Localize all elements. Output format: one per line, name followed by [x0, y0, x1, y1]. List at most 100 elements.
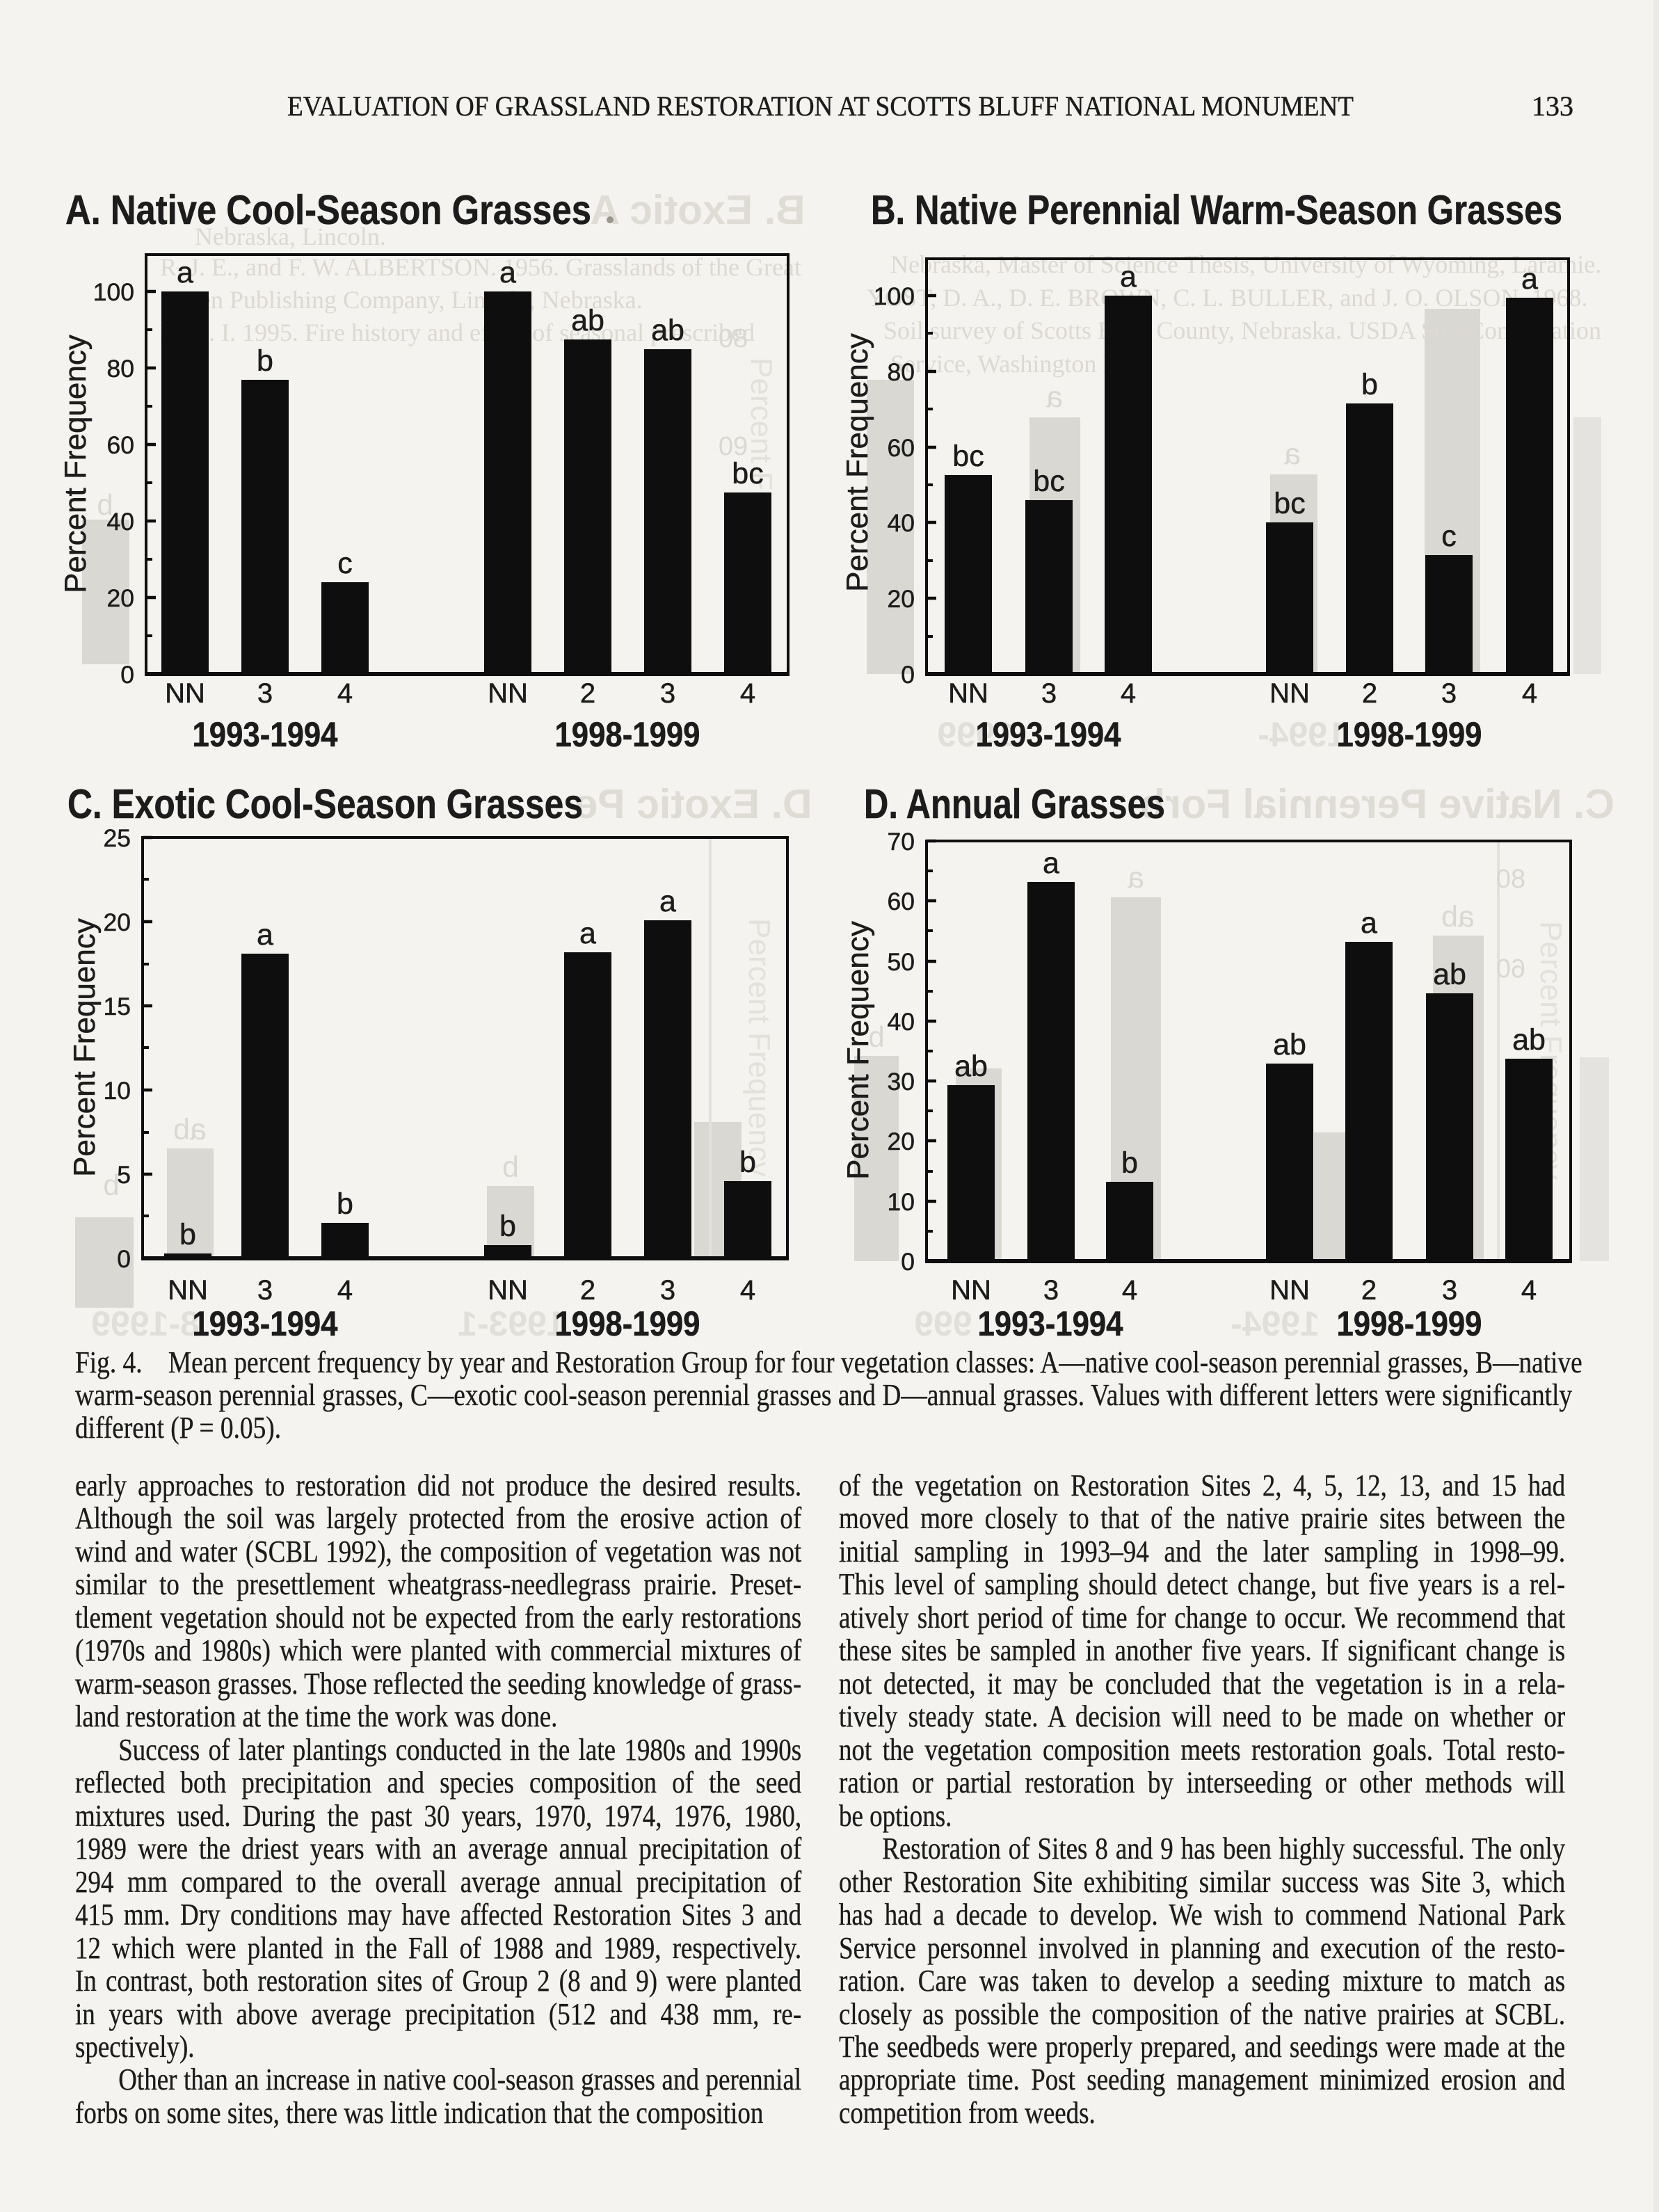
svg-text:133: 133 — [1532, 90, 1573, 122]
svg-text:b: b — [179, 1218, 196, 1251]
svg-text:A. Native Cool-Season Grasses: A. Native Cool-Season Grasses — [65, 187, 591, 233]
svg-text:10: 10 — [104, 1077, 131, 1105]
svg-text:0: 0 — [120, 661, 134, 689]
svg-text:1998-1999: 1998-1999 — [555, 1304, 700, 1343]
svg-text:1993-1994: 1993-1994 — [978, 1304, 1123, 1343]
svg-text:nsen Publishing Company, Linco: nsen Publishing Company, Lincoln, Nebras… — [177, 286, 643, 314]
svg-text:4: 4 — [1122, 1275, 1137, 1306]
svg-text:b: b — [1361, 368, 1378, 401]
svg-text:3: 3 — [1043, 1275, 1059, 1306]
svg-text:3: 3 — [257, 1275, 273, 1306]
svg-text:a: a — [1284, 438, 1301, 471]
svg-text:a: a — [499, 256, 516, 289]
svg-text:0: 0 — [117, 1245, 131, 1273]
svg-text:a: a — [177, 256, 193, 289]
svg-text:1998-1999: 1998-1999 — [1337, 715, 1482, 754]
svg-text:bc: bc — [952, 440, 984, 473]
svg-text:NN: NN — [488, 678, 528, 709]
svg-text:bc: bc — [1033, 465, 1064, 498]
svg-text:ab: ab — [954, 1050, 988, 1083]
svg-text:YOST, D. A., D. E. BROWN, C. L: YOST, D. A., D. E. BROWN, C. L. BULLER, … — [867, 284, 1587, 312]
svg-text:4: 4 — [740, 1275, 755, 1306]
svg-text:1993-1994: 1993-1994 — [193, 715, 338, 754]
svg-text:Percent Frequency: Percent Frequency — [840, 333, 874, 592]
svg-text:20: 20 — [104, 908, 131, 936]
svg-text:Percent Frequency: Percent Frequency — [742, 918, 776, 1177]
svg-text:25: 25 — [104, 824, 131, 852]
svg-text:R. J. E., and F. W. ALBERTSON.: R. J. E., and F. W. ALBERTSON. 1956. Gra… — [160, 253, 801, 281]
svg-text:60: 60 — [888, 434, 915, 462]
svg-text:1999: 1999 — [937, 715, 1014, 754]
svg-text:20: 20 — [107, 584, 135, 612]
svg-text:b: b — [1121, 1146, 1138, 1180]
svg-text:100: 100 — [93, 278, 134, 306]
svg-text:40: 40 — [107, 508, 135, 536]
svg-text:4: 4 — [1522, 678, 1537, 709]
svg-text:09: 09 — [719, 432, 748, 461]
svg-text:20: 20 — [888, 585, 915, 613]
svg-text:ab: ab — [1512, 1023, 1546, 1057]
svg-text:4: 4 — [337, 678, 353, 709]
svg-text:b: b — [257, 344, 273, 378]
svg-text:bc: bc — [1274, 487, 1305, 520]
svg-text:2: 2 — [1362, 678, 1377, 709]
svg-text:NN: NN — [168, 1275, 208, 1306]
svg-text:D. K. I. 1995. Fire history an: D. K. I. 1995. Fire history and effect o… — [160, 319, 755, 346]
svg-text:C. Native Perennial Forb: C. Native Perennial Forb — [1140, 781, 1614, 827]
svg-text:ab: ab — [571, 304, 604, 337]
svg-text:b: b — [499, 1210, 516, 1243]
svg-text:30: 30 — [888, 1068, 915, 1096]
svg-text:EVALUATION OF GRASSLAND RESTOR: EVALUATION OF GRASSLAND RESTORATION AT S… — [287, 90, 1354, 122]
svg-text:3: 3 — [660, 1275, 675, 1306]
svg-text:a: a — [1361, 906, 1377, 940]
svg-text:D. Exotic Pe: D. Exotic Pe — [575, 781, 812, 827]
svg-text:b: b — [739, 1146, 756, 1179]
svg-text:1998-1999: 1998-1999 — [555, 715, 700, 754]
svg-text:c: c — [1441, 520, 1457, 553]
svg-text:ab: ab — [1273, 1028, 1306, 1061]
svg-text:C. Exotic Cool-Season Grasses: C. Exotic Cool-Season Grasses — [67, 781, 583, 827]
svg-text:100: 100 — [874, 282, 915, 310]
svg-text:b: b — [337, 1187, 353, 1221]
svg-text:Soil survey of Scotts Bluff Co: Soil survey of Scotts Bluff County, Nebr… — [883, 316, 1601, 344]
svg-text:1993-1994: 1993-1994 — [976, 715, 1121, 754]
svg-text:1998-1999: 1998-1999 — [1337, 1304, 1482, 1343]
svg-text:d: d — [868, 1020, 884, 1053]
svg-text:ab: ab — [1441, 900, 1475, 933]
svg-text:a: a — [1120, 260, 1137, 294]
svg-text:0: 0 — [901, 1248, 915, 1276]
svg-text:1994-: 1994- — [1231, 1304, 1320, 1343]
svg-text:08: 08 — [719, 324, 748, 353]
svg-text:Nebraska, Lincoln.: Nebraska, Lincoln. — [195, 223, 386, 250]
svg-text:a: a — [659, 885, 676, 918]
svg-text:2: 2 — [580, 678, 595, 709]
svg-text:NN: NN — [488, 1275, 528, 1306]
svg-text:4: 4 — [1521, 1275, 1537, 1306]
svg-text:ab: ab — [651, 314, 684, 347]
svg-text:a: a — [1128, 861, 1144, 895]
svg-text:4: 4 — [337, 1275, 353, 1306]
svg-text:a: a — [1043, 847, 1059, 880]
svg-text:B. Exotic A: B. Exotic A — [590, 187, 805, 233]
svg-text:999: 999 — [914, 1304, 972, 1343]
svg-text:80: 80 — [888, 358, 915, 386]
svg-text:NN: NN — [951, 1275, 991, 1306]
svg-text:70: 70 — [888, 828, 915, 856]
svg-text:Percent Frequency: Percent Frequency — [67, 918, 102, 1177]
svg-text:3: 3 — [1441, 678, 1457, 709]
svg-text:a: a — [579, 917, 596, 950]
svg-text:NN: NN — [1269, 678, 1310, 709]
svg-text:3: 3 — [257, 678, 273, 709]
svg-text:20: 20 — [888, 1128, 915, 1155]
svg-text:2: 2 — [580, 1275, 595, 1306]
svg-text:ab: ab — [173, 1113, 207, 1146]
svg-text:NN: NN — [165, 678, 205, 709]
svg-text:15: 15 — [104, 993, 131, 1020]
svg-text:60: 60 — [888, 888, 915, 915]
svg-text:5: 5 — [117, 1161, 131, 1189]
svg-text:0: 0 — [901, 661, 915, 689]
svg-text:4: 4 — [1121, 678, 1136, 709]
svg-text:40: 40 — [888, 509, 915, 537]
svg-text:10: 10 — [888, 1188, 915, 1216]
svg-text:B. Native Perennial Warm-Seaso: B. Native Perennial Warm-Season Grasses — [871, 187, 1562, 233]
